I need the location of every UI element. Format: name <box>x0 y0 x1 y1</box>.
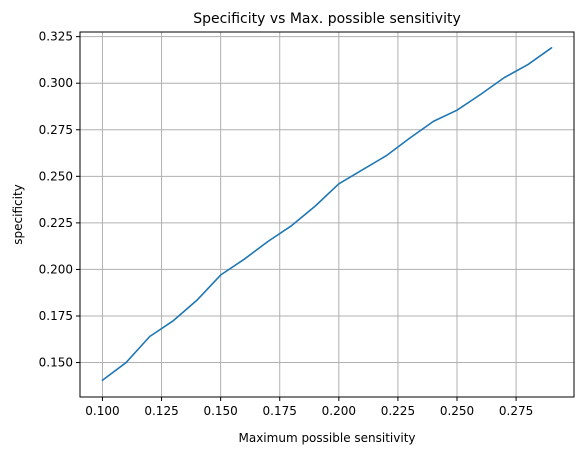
data-point <box>196 299 198 301</box>
y-tick-label: 0.250 <box>39 169 73 183</box>
y-tick-label: 0.150 <box>39 356 73 370</box>
data-point <box>314 205 316 207</box>
y-tick-label: 0.300 <box>39 76 73 90</box>
x-tick-label: 0.200 <box>322 404 356 418</box>
data-point <box>480 94 482 96</box>
data-point <box>173 320 175 322</box>
x-tick-label: 0.250 <box>440 404 474 418</box>
x-tick-label: 0.175 <box>263 404 297 418</box>
data-series <box>101 47 553 382</box>
y-tick-label: 0.225 <box>39 216 73 230</box>
chart-title: Specificity vs Max. possible sensitivity <box>193 11 461 27</box>
y-axis-ticks: 0.150 0.175 0.200 0.225 0.250 0.275 0.300 0.325 <box>39 30 80 370</box>
y-tick-label: 0.175 <box>39 309 73 323</box>
data-point <box>267 241 269 243</box>
x-tick-label: 0.125 <box>144 404 178 418</box>
data-point <box>338 183 340 185</box>
data-point <box>433 121 435 123</box>
data-point <box>362 169 364 171</box>
x-axis-label: Maximum possible sensitivity <box>239 431 416 445</box>
y-tick-label: 0.325 <box>39 30 73 44</box>
x-axis-ticks: 0.100 0.125 0.150 0.175 0.200 0.225 0.250 0.275 <box>85 397 533 418</box>
data-point <box>409 137 411 139</box>
data-point <box>385 155 387 157</box>
data-point <box>149 336 151 338</box>
grid-lines <box>80 32 574 397</box>
x-tick-label: 0.150 <box>203 404 237 418</box>
x-tick-label: 0.275 <box>499 404 533 418</box>
data-point <box>243 258 245 260</box>
data-point <box>102 379 104 381</box>
data-point <box>456 109 458 111</box>
data-point <box>527 64 529 66</box>
y-tick-label: 0.200 <box>39 262 73 276</box>
data-point <box>291 225 293 227</box>
y-axis-label: specificity <box>11 184 25 244</box>
plot-area-frame <box>79 31 575 398</box>
data-point <box>125 362 127 364</box>
data-point <box>503 77 505 79</box>
data-point <box>551 47 553 49</box>
data-point <box>220 274 222 276</box>
y-tick-label: 0.275 <box>39 123 73 137</box>
x-tick-label: 0.100 <box>85 404 119 418</box>
series-line <box>101 47 553 382</box>
x-tick-label: 0.225 <box>381 404 415 418</box>
